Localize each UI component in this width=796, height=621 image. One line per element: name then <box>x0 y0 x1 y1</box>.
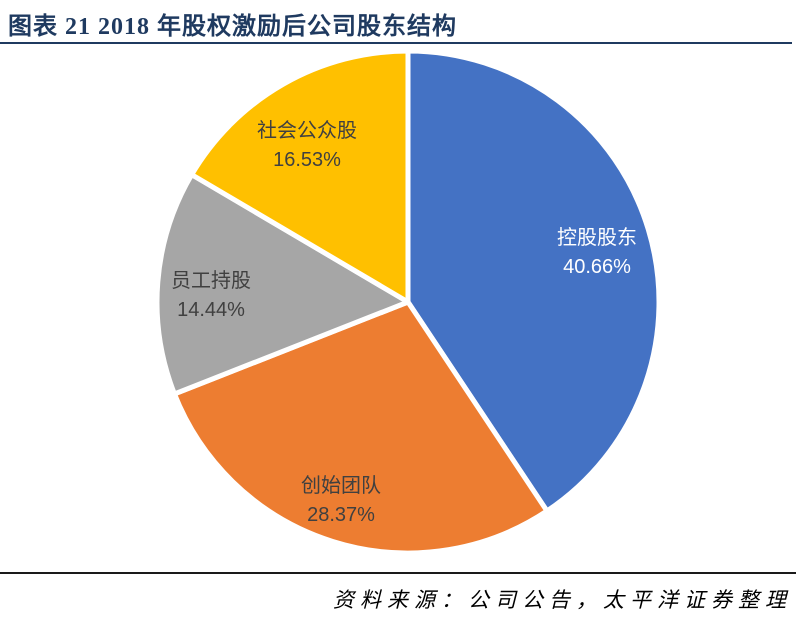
slice-percent: 28.37% <box>307 504 375 526</box>
source-note: 资料来源：公司公告，太平洋证券整理 <box>333 588 792 612</box>
pie-slice-employee-stock <box>154 172 411 397</box>
pie-slice-founding-team <box>171 299 550 556</box>
slice-label-founding-team: 创始团队 28.37% <box>301 472 381 530</box>
slice-name: 控股股东 <box>557 227 637 249</box>
title-underline <box>0 42 792 44</box>
slice-label-controlling-shareholder: 控股股东 40.66% <box>557 224 637 282</box>
figure-title: 图表 21 2018 年股权激励后公司股东结构 <box>8 14 457 40</box>
pie-chart-svg <box>154 48 662 556</box>
slice-percent: 16.53% <box>273 149 341 171</box>
pie-slice-public-shares <box>189 48 411 305</box>
slice-name: 创始团队 <box>301 475 381 497</box>
slice-percent: 40.66% <box>563 256 631 278</box>
footer-divider <box>0 572 796 574</box>
slice-name: 社会公众股 <box>257 120 357 142</box>
slice-name: 员工持股 <box>171 270 251 292</box>
slice-percent: 14.44% <box>177 299 245 321</box>
slice-label-public-shares: 社会公众股 16.53% <box>257 117 357 175</box>
pie-chart: 控股股东 40.66% 创始团队 28.37% 员工持股 14.44% 社会公众… <box>0 44 796 569</box>
slice-label-employee-stock: 员工持股 14.44% <box>171 267 251 325</box>
